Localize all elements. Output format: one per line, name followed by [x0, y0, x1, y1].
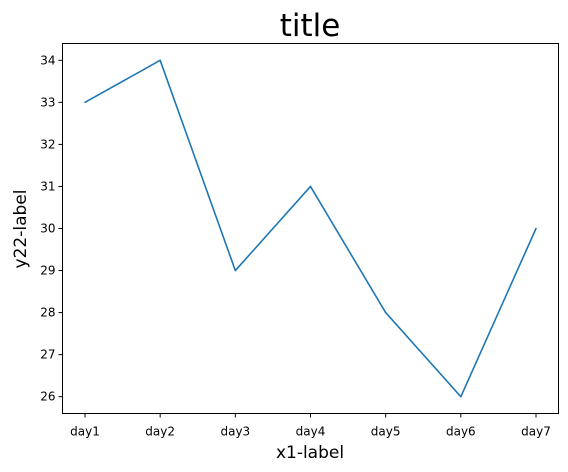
x-tick-label: day5 — [371, 425, 401, 439]
y-tick-label: 28 — [40, 306, 55, 320]
x-axis: day1 day2 day3 day4 day5 day6 day7 — [70, 413, 551, 439]
chart-title: title — [280, 8, 341, 44]
y-tick-label: 31 — [40, 179, 55, 193]
y-axis-label: y22-label — [11, 190, 31, 269]
data-point — [384, 311, 387, 314]
y-tick-label: 32 — [40, 137, 55, 151]
data-point — [460, 395, 462, 398]
data-point — [309, 185, 312, 188]
y-tick-label: 30 — [40, 222, 55, 236]
series-layer — [84, 59, 537, 398]
x-tick-label: day3 — [220, 425, 250, 439]
y-tick-label: 33 — [40, 95, 55, 109]
x-tick-label: day7 — [521, 425, 551, 439]
data-point — [159, 59, 161, 62]
y-tick-label: 34 — [40, 53, 55, 67]
y-axis: 26 27 28 29 30 31 32 33 34 — [40, 53, 63, 404]
x-tick-label: day2 — [145, 425, 175, 439]
data-point — [84, 101, 86, 104]
y-tick-label: 29 — [40, 264, 55, 278]
data-point — [234, 269, 237, 272]
y-tick-label: 27 — [40, 348, 55, 362]
data-point — [535, 227, 537, 230]
x-axis-label: x1-label — [276, 443, 344, 463]
y-tick-label: 26 — [40, 390, 55, 404]
x-tick-label: day1 — [70, 425, 100, 439]
x-tick-label: day6 — [446, 425, 476, 439]
x-tick-label: day4 — [296, 425, 326, 439]
